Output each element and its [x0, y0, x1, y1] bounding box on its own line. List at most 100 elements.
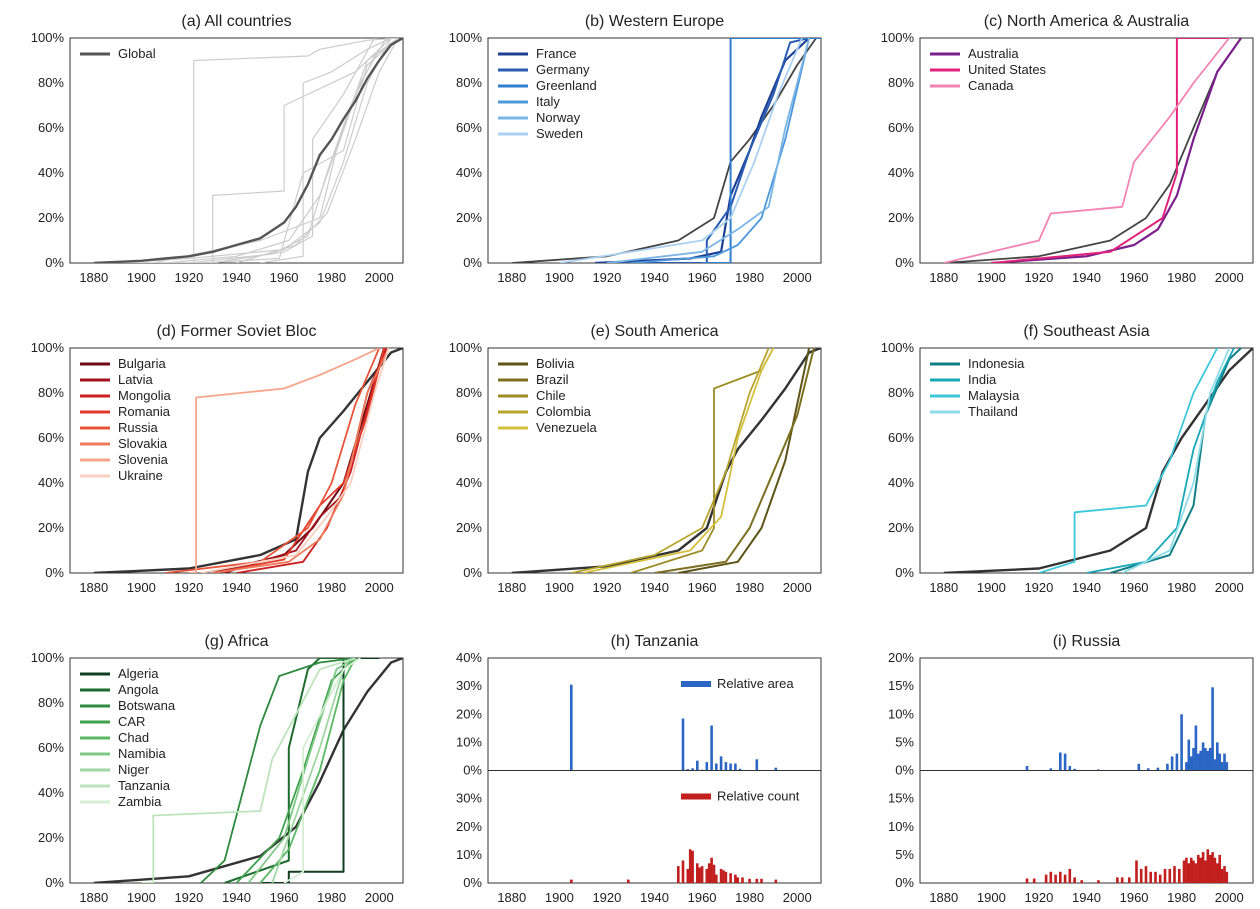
bar: [570, 684, 573, 771]
x-tick-label: 1960: [688, 890, 717, 905]
bar: [1120, 877, 1124, 883]
panel-title: (i) Russia: [1053, 633, 1121, 650]
x-tick-label: 2000: [365, 270, 394, 285]
bottom-plot-frame: [487, 770, 822, 884]
bar: [1178, 868, 1181, 883]
legend-label: Botswana: [118, 698, 176, 713]
bar: [736, 877, 740, 883]
y-tick-label: 20%: [38, 210, 64, 225]
legend-label: Australia: [968, 46, 1019, 61]
bar: [1032, 878, 1036, 883]
y-tick-label: 80%: [456, 75, 482, 90]
bar: [691, 850, 694, 883]
y-tick-label: 60%: [38, 430, 64, 445]
bar: [1211, 687, 1214, 771]
x-tick-label: 1920: [592, 890, 621, 905]
bar: [715, 874, 718, 883]
bar: [1206, 849, 1210, 884]
bar: [677, 866, 680, 883]
y-tick-label: 10%: [456, 734, 482, 749]
series-line: [105, 38, 392, 263]
series-line: [943, 348, 1253, 573]
y-tick-label: 0%: [895, 565, 914, 580]
y-tick-label: 20%: [456, 819, 482, 834]
y-tick-label: 0%: [895, 875, 914, 890]
bar: [734, 874, 737, 883]
bar: [1180, 714, 1183, 771]
y-tick-label: 0%: [463, 763, 482, 778]
bar: [1135, 860, 1138, 883]
y-tick-label: 100%: [31, 650, 65, 665]
bar: [719, 868, 723, 883]
x-tick-label: 1980: [735, 270, 764, 285]
bar: [760, 878, 763, 883]
x-tick-label: 1900: [545, 890, 574, 905]
x-tick-label: 1960: [270, 580, 299, 595]
x-tick-label: 2000: [783, 270, 812, 285]
series-line-romania: [212, 348, 385, 573]
top-plot-frame: [487, 657, 822, 771]
bar: [1213, 759, 1217, 771]
panel-i: (i) Russia 1880 1900 1920 1940 1960 1980 2000 0%…: [888, 633, 1254, 905]
y-tick-label: 0%: [463, 565, 482, 580]
plot-frame: [69, 657, 404, 884]
bar: [1194, 863, 1198, 883]
bar: [1049, 871, 1053, 884]
series-line-slovenia: [188, 348, 380, 573]
bar: [755, 759, 759, 771]
legend-label: United States: [968, 62, 1047, 77]
x-tick-label: 1880: [497, 890, 526, 905]
bar: [1166, 763, 1169, 771]
legend-label: Relative area: [717, 676, 794, 691]
bar: [705, 868, 709, 883]
bar: [1197, 854, 1200, 883]
series-line-zambia: [283, 658, 361, 883]
y-tick-label: 40%: [888, 475, 914, 490]
bar: [724, 871, 728, 884]
x-tick-label: 1940: [222, 270, 251, 285]
bar: [755, 878, 759, 883]
series-group: [93, 348, 403, 573]
y-tick-label: 0%: [45, 255, 64, 270]
series-group: [93, 658, 403, 883]
y-tick-label: 5%: [895, 734, 914, 749]
panel-g: (g) Africa 1880 1900 1920 1940 1960 1980 2000 0%…: [31, 633, 404, 905]
y-tick-label: 10%: [888, 706, 914, 721]
series-line: [260, 38, 392, 263]
x-tick-label: 1920: [1024, 270, 1053, 285]
bar: [1218, 854, 1221, 883]
x-tick-label: 1920: [1024, 580, 1053, 595]
series-line-global: [93, 38, 403, 263]
legend-label: Malaysia: [968, 388, 1020, 403]
series-line-sweden: [559, 38, 803, 263]
series-line-united-states: [991, 38, 1230, 263]
series-line: [93, 658, 403, 883]
bar: [707, 863, 711, 883]
plot-frame: [919, 37, 1254, 264]
bar: [570, 879, 573, 883]
y-tick-label: 20%: [456, 210, 482, 225]
bar: [722, 870, 725, 883]
panel-title: (d) Former Soviet Bloc: [156, 323, 316, 340]
x-tick-label: 2000: [1215, 270, 1244, 285]
y-tick-label: 10%: [888, 819, 914, 834]
bar: [1080, 880, 1083, 883]
bar: [1139, 868, 1143, 883]
series-line-greenland: [702, 38, 821, 263]
bar: [1097, 769, 1100, 771]
bar: [1211, 852, 1214, 883]
y-tick-label: 0%: [463, 875, 482, 890]
bar: [686, 769, 690, 771]
x-tick-label: 1920: [174, 890, 203, 905]
y-tick-label: 20%: [456, 520, 482, 535]
plot-frame: [69, 37, 404, 264]
bar: [1059, 871, 1062, 884]
x-tick-label: 1880: [497, 580, 526, 595]
bar: [1208, 854, 1212, 883]
y-tick-label: 80%: [456, 385, 482, 400]
panel-title: (g) Africa: [204, 633, 268, 650]
bar: [1223, 866, 1226, 883]
bar: [710, 857, 713, 883]
bar: [696, 863, 699, 883]
bar: [1204, 748, 1207, 771]
